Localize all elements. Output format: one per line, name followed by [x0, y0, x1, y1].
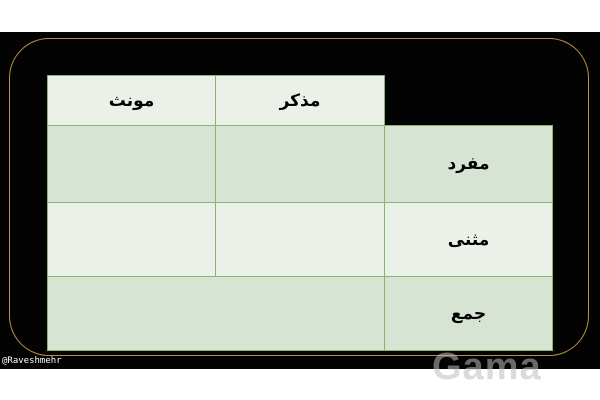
cell-singular-masculine — [215, 125, 385, 203]
gama-watermark: Gama — [432, 346, 542, 388]
cell-dual-feminine — [47, 202, 216, 277]
row-label-plural: جمع — [384, 276, 553, 351]
cell-plural-merged — [47, 276, 385, 351]
row-label-dual: مثنی — [384, 202, 553, 277]
header-masculine: مذکر — [215, 75, 385, 126]
cell-dual-masculine — [215, 202, 385, 277]
header-feminine: مونث — [47, 75, 216, 126]
row-label-singular: مفرد — [384, 125, 553, 203]
credit-text: @Raveshmehr — [2, 356, 62, 366]
rounded-frame — [9, 38, 589, 356]
cell-singular-feminine — [47, 125, 216, 203]
